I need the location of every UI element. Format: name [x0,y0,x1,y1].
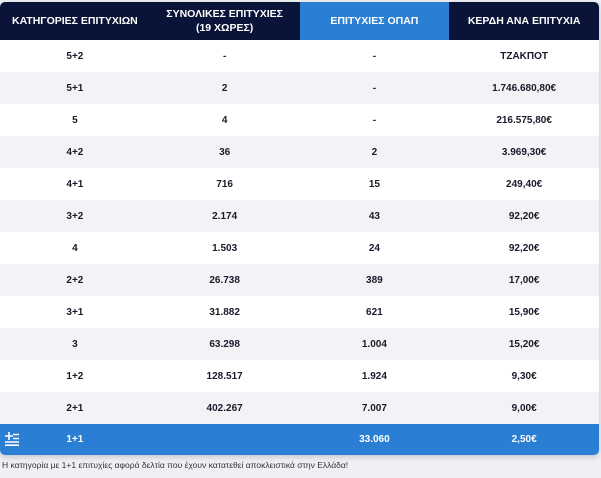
cell-category-text: 1+1 [66,434,84,445]
cell-category: 3 [0,328,150,360]
cell-opap: 621 [299,296,450,328]
cell-category: 4 [0,232,150,264]
cell-opap: 1.924 [299,360,450,392]
cell-prize: 92,20€ [449,200,599,232]
header-prize: ΚΕΡΔΗ ΑΝΑ ΕΠΙΤΥΧΙΑ [449,2,599,40]
cell-opap: 7.007 [299,392,450,424]
cell-category: 5+1 [0,72,150,104]
cell-prize: ΤΖΑΚΠΟΤ [449,40,599,72]
cell-category: 2+2 [0,264,150,296]
cell-category: 4+2 [0,136,150,168]
cell-total: - [149,40,300,72]
header-total-wins-line1: ΣΥΝΟΛΙΚΕΣ ΕΠΙΤΥΧΙΕΣ [166,8,283,20]
cell-category: 4+1 [0,168,150,200]
cell-opap: - [299,40,450,72]
table-row: 2+1 402.267 7.007 9,00€ [0,392,599,424]
cell-category: 1+1 [0,424,150,455]
results-table-container: ΚΑΤΗΓΟΡΙΕΣ ΕΠΙΤΥΧΙΩΝ ΣΥΝΟΛΙΚΕΣ ΕΠΙΤΥΧΙΕΣ… [0,2,599,455]
cell-category: 5+2 [0,40,150,72]
table-row: 4 1.503 24 92,20€ [0,232,599,264]
cell-opap: 24 [299,232,450,264]
cell-total: 402.267 [149,392,300,424]
cell-opap: 2 [299,136,450,168]
table-row: 4+2 36 2 3.969,30€ [0,136,599,168]
cell-total: 31.882 [149,296,300,328]
cell-total: 26.738 [149,264,300,296]
greek-flag-icon [5,432,19,446]
cell-category: 3+2 [0,200,150,232]
cell-opap: 33.060 [299,424,450,455]
cell-prize: 92,20€ [449,232,599,264]
cell-prize: 249,40€ [449,168,599,200]
table-row: 3 63.298 1.004 15,20€ [0,328,599,360]
cell-opap: 43 [299,200,450,232]
cell-prize: 15,90€ [449,296,599,328]
cell-total [149,424,300,455]
table-row: 4+1 716 15 249,40€ [0,168,599,200]
cell-total: 4 [149,104,300,136]
cell-total: 2 [149,72,300,104]
cell-total: 128.517 [149,360,300,392]
table-row: 5+1 2-1.746.680,80€ [0,72,599,104]
cell-category: 3+1 [0,296,150,328]
cell-category: 5 [0,104,150,136]
cell-prize: 1.746.680,80€ [449,72,599,104]
cell-prize: 9,00€ [449,392,599,424]
table-row-local: 1+1 33.060 2,50€ [0,424,599,455]
table-header: ΚΑΤΗΓΟΡΙΕΣ ΕΠΙΤΥΧΙΩΝ ΣΥΝΟΛΙΚΕΣ ΕΠΙΤΥΧΙΕΣ… [0,2,599,40]
header-total-wins-line2: (19 ΧΩΡΕΣ) [195,22,254,34]
table-row: 2+2 26.738 389 17,00€ [0,264,599,296]
cell-total: 36 [149,136,300,168]
table-row: 5 4-216.575,80€ [0,104,599,136]
table-row: 5+2- - ΤΖΑΚΠΟΤ [0,40,599,72]
cell-opap: 389 [299,264,450,296]
header-categories: ΚΑΤΗΓΟΡΙΕΣ ΕΠΙΤΥΧΙΩΝ [0,2,150,40]
results-table: ΚΑΤΗΓΟΡΙΕΣ ΕΠΙΤΥΧΙΩΝ ΣΥΝΟΛΙΚΕΣ ΕΠΙΤΥΧΙΕΣ… [0,2,599,455]
cell-total: 63.298 [149,328,300,360]
cell-prize: 15,20€ [449,328,599,360]
cell-opap: - [299,104,450,136]
cell-total: 1.503 [149,232,300,264]
table-row: 3+2 2.174 43 92,20€ [0,200,599,232]
cell-opap: 1.004 [299,328,450,360]
cell-category: 2+1 [0,392,150,424]
cell-prize: 9,30€ [449,360,599,392]
cell-total: 716 [149,168,300,200]
cell-category: 1+2 [0,360,150,392]
header-total-wins: ΣΥΝΟΛΙΚΕΣ ΕΠΙΤΥΧΙΕΣ (19 ΧΩΡΕΣ) [149,2,300,40]
cell-prize: 216.575,80€ [449,104,599,136]
cell-opap: - [299,72,450,104]
cell-opap: 15 [299,168,450,200]
cell-prize: 3.969,30€ [449,136,599,168]
table-row: 3+1 31.882 621 15,90€ [0,296,599,328]
table-row: 1+2 128.517 1.924 9,30€ [0,360,599,392]
header-opap-wins: ΕΠΙΤΥΧΙΕΣ ΟΠΑΠ [299,2,450,40]
cell-prize: 2,50€ [449,424,599,455]
cell-prize: 17,00€ [449,264,599,296]
footnote: Η κατηγορία με 1+1 επιτυχίες αφορά δελτί… [2,460,349,470]
cell-total: 2.174 [149,200,300,232]
